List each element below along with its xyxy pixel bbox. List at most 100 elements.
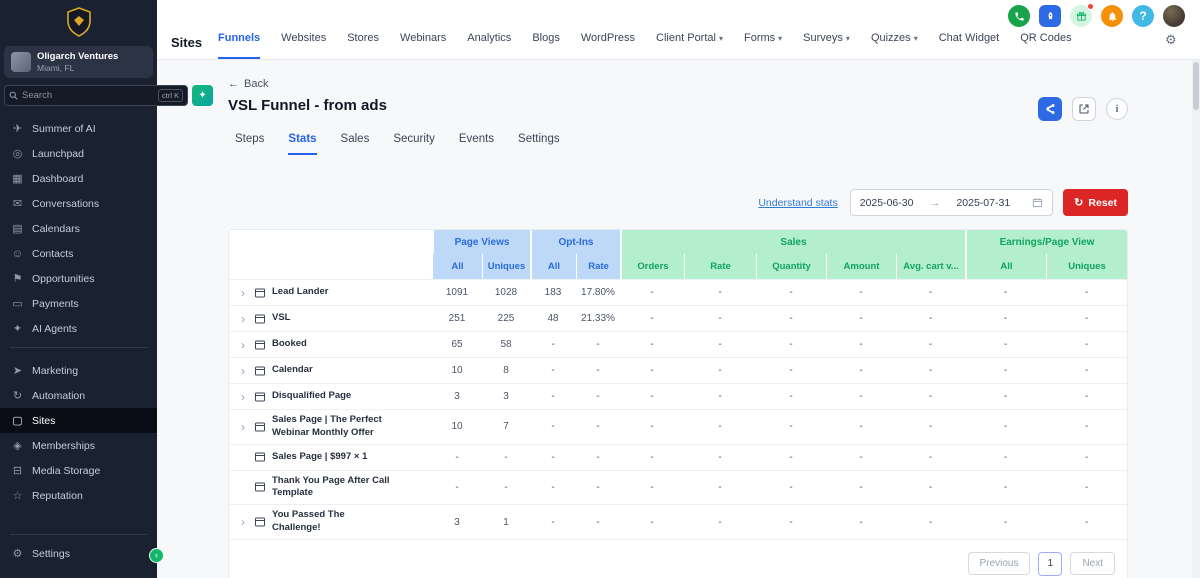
chevron-right-icon[interactable]: ›: [241, 311, 245, 326]
current-page-button[interactable]: 1: [1038, 551, 1063, 576]
top-nav-tab[interactable]: Stores: [347, 32, 379, 59]
date-from-value[interactable]: 2025-06-30: [859, 196, 914, 209]
top-nav-tab[interactable]: Analytics: [467, 32, 511, 59]
sidebar-item[interactable]: ➤ Marketing: [0, 358, 157, 383]
stat-value-cell: -: [789, 313, 793, 324]
column-header: Quantity: [756, 254, 826, 279]
stat-value-cell: -: [718, 391, 722, 402]
top-nav-tab[interactable]: Chat Widget: [939, 32, 1000, 59]
top-nav-tab[interactable]: Websites: [281, 32, 326, 59]
chevron-right-icon[interactable]: ›: [241, 419, 245, 434]
funnel-tab[interactable]: Stats: [288, 133, 317, 155]
sidebar-item[interactable]: ⊟ Media Storage: [0, 458, 157, 483]
sidebar-item[interactable]: ✦ AI Agents: [0, 316, 157, 341]
previous-page-button[interactable]: Previous: [967, 552, 1031, 576]
ai-quick-button[interactable]: ✦: [192, 85, 214, 106]
funnel-tab[interactable]: Settings: [518, 133, 560, 155]
sidebar-nav-primary: ✈ Summer of AI ◎ Launchpad ▦ Dashboard ✉…: [0, 116, 157, 341]
stat-value-cell: -: [504, 451, 508, 463]
stat-value-cell: -: [1003, 481, 1008, 493]
sidebar-divider: [10, 534, 147, 535]
stat-value-cell: -: [551, 481, 555, 493]
sidebar-collapse-bubble[interactable]: ‹: [149, 548, 164, 563]
stat-value-cell: 225: [497, 313, 515, 324]
top-nav-tab[interactable]: QR Codes: [1020, 32, 1071, 59]
group-header-page-views: Page Views: [432, 230, 530, 254]
top-nav-tab[interactable]: Webinars: [400, 32, 446, 59]
launchpad-button[interactable]: [1039, 5, 1061, 27]
step-name-cell[interactable]: › Disqualified Page: [229, 386, 432, 408]
sidebar-item[interactable]: ▤ Calendars: [0, 216, 157, 241]
sidebar-item[interactable]: ✉ Conversations: [0, 191, 157, 216]
stat-value-cell: -: [596, 451, 600, 463]
vertical-scrollbar[interactable]: [1192, 60, 1200, 578]
settings-icon: ⚙: [12, 548, 23, 560]
step-name-cell[interactable]: › VSL: [229, 308, 432, 330]
top-nav-tab[interactable]: WordPress: [581, 32, 635, 59]
account-switcher[interactable]: Oligarch Ventures Miami, FL: [4, 46, 153, 78]
chevron-right-icon[interactable]: ›: [241, 389, 245, 404]
chevron-right-icon[interactable]: ›: [241, 337, 245, 352]
phone-button[interactable]: [1008, 5, 1030, 27]
date-range-picker[interactable]: 2025-06-30 → 2025-07-31: [849, 189, 1054, 216]
step-name-cell[interactable]: › Booked: [229, 334, 432, 356]
sidebar-item[interactable]: ▭ Payments: [0, 291, 157, 316]
rewards-button[interactable]: [1070, 3, 1094, 27]
payments-icon: ▭: [12, 298, 23, 310]
funnel-tab-label: Security: [393, 133, 435, 145]
funnel-tab[interactable]: Security: [393, 133, 435, 155]
notifications-button[interactable]: [1101, 5, 1123, 27]
top-nav-tab[interactable]: Surveys ▾: [803, 32, 850, 59]
date-to-value[interactable]: 2025-07-31: [956, 196, 1011, 209]
sidebar-item[interactable]: ▢ Sites: [0, 408, 157, 433]
step-name-cell[interactable]: › Thank You Page After Call Template: [229, 471, 432, 505]
search-box[interactable]: ctrl K: [4, 85, 189, 106]
help-button[interactable]: ?: [1132, 5, 1154, 27]
step-name: You Passed The Challenge!: [272, 509, 345, 534]
top-nav-tab[interactable]: Funnels: [218, 32, 261, 59]
step-name-cell[interactable]: › Sales Page | The Perfect Webinar Month…: [229, 410, 432, 444]
stat-value-cell: -: [455, 451, 459, 463]
open-external-button[interactable]: [1072, 97, 1096, 121]
top-nav-tab[interactable]: Client Portal ▾: [656, 32, 723, 59]
chevron-right-icon[interactable]: ›: [241, 363, 245, 378]
stat-value-cell: -: [650, 339, 654, 350]
sidebar-item[interactable]: ⚑ Opportunities: [0, 266, 157, 291]
funnel-tab[interactable]: Steps: [235, 133, 264, 155]
stat-value-cell: -: [1084, 287, 1089, 298]
sidebar-item[interactable]: ☺ Contacts: [0, 241, 157, 266]
stat-value-cell: -: [1084, 421, 1089, 433]
sidebar-item-settings[interactable]: ⚙ Settings: [0, 541, 157, 566]
step-name-cell[interactable]: › Sales Page | $997 × 1: [229, 446, 432, 468]
share-button[interactable]: [1038, 97, 1062, 121]
page-icon: [254, 287, 266, 299]
sites-settings-gear-icon[interactable]: ⚙: [1165, 32, 1177, 47]
brand-logo[interactable]: [0, 0, 157, 44]
next-page-button[interactable]: Next: [1070, 552, 1115, 576]
chevron-right-icon[interactable]: ›: [241, 515, 245, 530]
funnel-tab[interactable]: Sales: [341, 133, 370, 155]
reset-button[interactable]: ↻ Reset: [1063, 189, 1128, 216]
stat-value-cell: -: [928, 313, 933, 324]
sidebar-item[interactable]: ▦ Dashboard: [0, 166, 157, 191]
sidebar-item[interactable]: ◎ Launchpad: [0, 141, 157, 166]
search-input[interactable]: [22, 90, 154, 101]
top-navigation-bar: Sites Funnels Websites Stores: [157, 0, 1200, 60]
sidebar-item[interactable]: ↻ Automation: [0, 383, 157, 408]
back-link[interactable]: ← Back: [228, 78, 268, 90]
scrollbar-thumb[interactable]: [1193, 62, 1199, 110]
top-nav-tab[interactable]: Quizzes ▾: [871, 32, 918, 59]
top-nav-tab[interactable]: Blogs: [532, 32, 560, 59]
sidebar-item[interactable]: ◈ Memberships: [0, 433, 157, 458]
understand-stats-link[interactable]: Understand stats: [758, 196, 838, 209]
sidebar-item[interactable]: ✈ Summer of AI: [0, 116, 157, 141]
chevron-right-icon[interactable]: ›: [241, 285, 245, 300]
step-name-cell[interactable]: › Calendar: [229, 360, 432, 382]
sidebar-item[interactable]: ☆ Reputation: [0, 483, 157, 508]
step-name-cell[interactable]: › Lead Lander: [229, 282, 432, 304]
funnel-tab[interactable]: Events: [459, 133, 494, 155]
user-avatar[interactable]: [1163, 5, 1185, 27]
top-nav-tab[interactable]: Forms ▾: [744, 32, 782, 59]
step-name-cell[interactable]: › You Passed The Challenge!: [229, 505, 432, 539]
info-button[interactable]: i: [1106, 98, 1128, 120]
